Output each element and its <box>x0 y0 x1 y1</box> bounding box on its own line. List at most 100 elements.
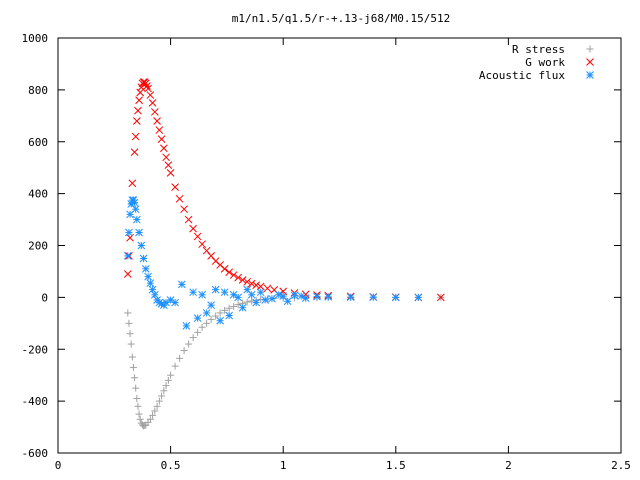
data-point <box>135 96 143 105</box>
data-point <box>193 232 202 241</box>
data-point <box>189 334 197 342</box>
data-point <box>207 301 215 310</box>
data-point <box>301 294 310 303</box>
x-tick-label: 0 <box>55 459 62 472</box>
data-point <box>189 288 197 297</box>
data-point <box>268 294 276 303</box>
data-point <box>131 374 139 382</box>
data-point <box>229 271 238 279</box>
data-point <box>238 303 247 312</box>
data-point <box>151 407 159 415</box>
data-point <box>141 79 150 88</box>
data-point <box>149 411 157 419</box>
x-tick-label: 1.5 <box>386 459 406 472</box>
data-point <box>127 340 135 348</box>
legend-label: R stress <box>512 43 565 56</box>
data-point <box>202 309 211 317</box>
data-point <box>283 297 292 306</box>
data-point <box>162 382 170 390</box>
data-point <box>175 194 184 203</box>
data-point <box>212 312 220 320</box>
x-tick-label: 2 <box>505 459 512 472</box>
data-point <box>230 302 238 310</box>
data-point <box>290 291 299 300</box>
data-point <box>225 268 234 277</box>
data-point <box>221 306 229 314</box>
y-tick-label: -400 <box>22 395 49 408</box>
data-point <box>171 183 179 191</box>
data-point <box>252 281 261 290</box>
data-point <box>220 288 229 297</box>
data-point <box>136 88 145 97</box>
data-point <box>414 293 423 302</box>
chart-title: m1/n1.5/q1.5/r-+.13-j68/M0.15/512 <box>232 12 451 25</box>
data-point <box>243 277 252 286</box>
data-point <box>164 376 172 384</box>
data-point <box>391 293 400 302</box>
data-point <box>130 148 139 156</box>
data-point <box>247 279 256 288</box>
data-point <box>132 215 141 224</box>
y-tick-label: -600 <box>22 447 49 460</box>
data-point <box>203 319 211 327</box>
legend-marker <box>586 71 594 79</box>
data-point <box>129 363 137 371</box>
data-point <box>225 304 233 312</box>
data-point <box>135 228 143 237</box>
data-point <box>128 179 137 188</box>
data-point <box>274 290 283 299</box>
data-point <box>134 402 142 410</box>
data-marks <box>123 78 445 430</box>
y-tick-label: 400 <box>28 188 48 201</box>
data-point <box>346 293 355 301</box>
data-point <box>256 288 265 297</box>
data-point <box>234 293 243 302</box>
data-point <box>133 395 141 403</box>
y-tick-label: -200 <box>22 343 49 356</box>
data-point <box>125 228 133 237</box>
data-point <box>211 285 220 294</box>
data-point <box>243 298 251 306</box>
data-point <box>130 198 139 207</box>
data-point <box>135 410 143 418</box>
data-point <box>137 241 146 250</box>
series-2 <box>123 196 423 330</box>
data-point <box>234 273 243 282</box>
data-point <box>198 323 206 331</box>
legend-label: Acoustic flux <box>479 69 565 82</box>
data-point <box>126 330 134 338</box>
data-point <box>139 254 148 263</box>
data-point <box>123 270 132 278</box>
data-point <box>178 280 186 289</box>
data-point <box>144 272 152 281</box>
data-point <box>146 91 155 99</box>
data-point <box>131 205 140 214</box>
legend-marker <box>586 58 594 66</box>
data-point <box>247 290 256 299</box>
x-tick-label: 2.5 <box>611 459 631 472</box>
data-point <box>157 135 166 144</box>
data-point <box>301 290 310 299</box>
data-point <box>128 353 136 361</box>
data-point <box>164 161 173 169</box>
data-point <box>171 298 179 307</box>
data-point <box>171 362 179 370</box>
data-point <box>131 132 140 141</box>
data-point <box>155 397 163 405</box>
data-point <box>436 293 445 302</box>
data-point <box>143 82 151 90</box>
data-point <box>194 328 202 336</box>
data-point <box>256 282 265 291</box>
axis-ticks: 0 0.5 1 1.5 2 2.5 1000 800 600 400 200 0 -200 -400 -60… <box>22 32 631 472</box>
data-point <box>123 252 132 260</box>
data-point <box>182 322 191 330</box>
data-point <box>198 240 206 249</box>
legend-marker <box>586 45 594 53</box>
data-point <box>263 284 272 293</box>
data-point <box>184 215 193 224</box>
y-tick-label: 1000 <box>22 32 49 45</box>
y-tick-label: 200 <box>28 240 48 253</box>
data-point <box>198 290 206 299</box>
data-point <box>193 314 202 322</box>
